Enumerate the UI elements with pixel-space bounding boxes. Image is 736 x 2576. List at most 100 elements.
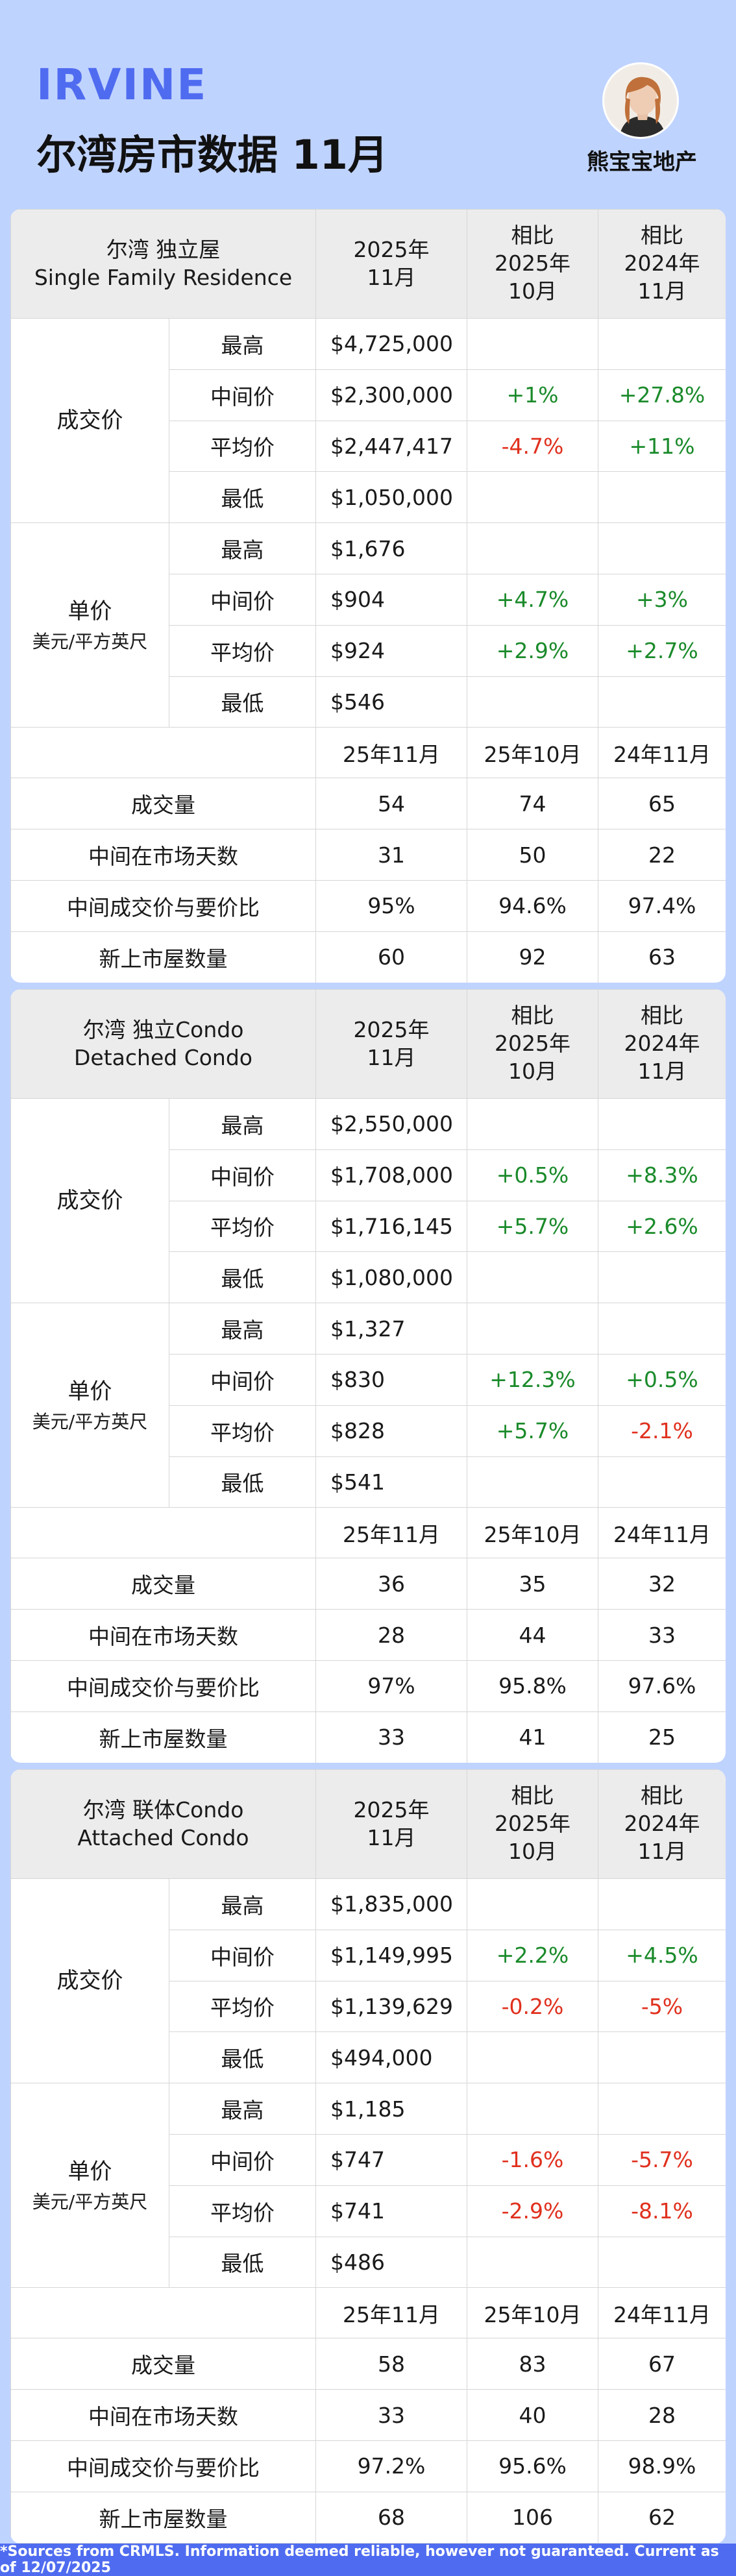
change-cell: +0.5% (467, 1149, 598, 1201)
col-header-current: 2025年 11月 (315, 1769, 467, 1879)
change-cell: +12.3% (467, 1353, 598, 1406)
stat-label: 中间在市场天数 (10, 829, 316, 881)
section-detached-condo: 尔湾 独立Condo Detached Condo 2025年 11月 相比 2025… (10, 989, 726, 1763)
group-label-price: 成交价 (10, 317, 169, 524)
table-row: 中间成交价与要价比 97% 95.8% 97.6% (10, 1660, 726, 1712)
row-label: 平均价 (169, 1405, 316, 1457)
table-row: 平均价 $741 -2.9% -8.1% (11, 2185, 726, 2237)
value-cell: $747 (315, 2133, 467, 2186)
table-row: 平均价 $1,139,629 -0.2% -5% (11, 1980, 726, 2033)
table-row: 中间价 $830 +12.3% +0.5% (11, 1353, 726, 1406)
row-label: 中间价 (169, 1149, 316, 1201)
change-cell: +2.9% (467, 624, 598, 677)
section-title: 尔湾 联体Condo Attached Condo (10, 1769, 316, 1879)
stat-label: 中间成交价与要价比 (10, 879, 316, 932)
change-cell: +2.2% (467, 1929, 598, 1981)
change-cell: +4.5% (598, 1929, 726, 1981)
footer-disclaimer: *Sources from CRMLS. Information deemed … (0, 2544, 736, 2576)
table-row: 中间成交价与要价比 97.2% 95.6% 98.9% (10, 2440, 726, 2492)
table-row: 单价 美元/平方英尺 最高 $1,185 (10, 2083, 726, 2288)
agent-avatar (602, 62, 679, 139)
table-row: 中间成交价与要价比 95% 94.6% 97.4% (10, 879, 726, 932)
stats-header-row: 25年11月 25年10月 24年11月 (10, 2287, 726, 2339)
table-row: 单价 美元/平方英尺 最高 $1,327 (10, 1303, 726, 1508)
table-row: 新上市屋数量 68 106 62 (10, 2491, 726, 2544)
value-cell: $1,327 (315, 1303, 467, 1355)
change-cell: -2.9% (467, 2185, 598, 2237)
value-cell: $2,447,417 (315, 420, 467, 472)
row-label: 最低 (169, 2031, 316, 2084)
row-label: 中间价 (169, 2133, 316, 2186)
change-cell: +4.7% (467, 573, 598, 626)
table-row: 最低 $541 (11, 1456, 726, 1508)
stats-col-header: 24年11月 (598, 1507, 726, 1559)
value-cell: $2,300,000 (315, 369, 467, 421)
col-header-yoy: 相比 2024年 11月 (598, 209, 726, 319)
stat-label: 中间在市场天数 (10, 1609, 316, 1661)
row-label: 最低 (169, 2236, 316, 2288)
row-label: 最高 (169, 318, 316, 370)
col-header-current: 2025年 11月 (315, 989, 467, 1099)
row-label: 中间价 (169, 1353, 316, 1406)
stat-label: 中间成交价与要价比 (10, 1660, 316, 1712)
brand-name: 熊宝宝地产 (587, 149, 697, 175)
stat-label: 新上市屋数量 (10, 1711, 316, 1763)
row-label: 最高 (169, 1098, 316, 1150)
value-cell: $1,835,000 (315, 1878, 467, 1930)
section-title: 尔湾 独立屋 Single Family Residence (10, 209, 316, 319)
row-label: 中间价 (169, 573, 316, 626)
stats-col-header: 25年10月 (467, 2287, 598, 2339)
change-cell: +5.7% (467, 1405, 598, 1457)
table-row: 最低 $1,080,000 (11, 1251, 726, 1304)
table-row: 最低 $494,000 (11, 2031, 726, 2084)
table-row: 最低 $1,050,000 (11, 471, 726, 524)
row-label: 最高 (169, 2083, 316, 2135)
table-row: 中间价 $747 -1.6% -5.7% (11, 2133, 726, 2186)
value-cell: $1,676 (315, 522, 467, 574)
table-row: 中间在市场天数 31 50 22 (10, 829, 726, 881)
table-row: 最低 $486 (11, 2236, 726, 2288)
row-label: 最低 (169, 676, 316, 728)
value-cell: $494,000 (315, 2031, 467, 2084)
change-cell: +27.8% (598, 369, 726, 421)
table-row: 成交量 58 83 67 (10, 2338, 726, 2390)
change-cell: -5% (598, 1980, 726, 2033)
table-row: 中间价 $2,300,000 +1% +27.8% (11, 369, 726, 421)
change-cell: +5.7% (467, 1200, 598, 1253)
value-cell: $1,185 (315, 2083, 467, 2135)
stat-label: 新上市屋数量 (10, 931, 316, 983)
stats-header-row: 25年11月 25年10月 24年11月 (10, 727, 726, 779)
data-table: 尔湾 独立屋 Single Family Residence 2025年 11月 相… (10, 209, 726, 983)
group-label-unit: 单价 美元/平方英尺 (10, 522, 169, 728)
stat-label: 成交量 (10, 778, 316, 830)
value-cell: $741 (315, 2185, 467, 2237)
group-label-unit: 单价 美元/平方英尺 (10, 2083, 169, 2288)
city-name: IRVINE (36, 60, 208, 110)
stat-label: 中间在市场天数 (10, 2389, 316, 2441)
table-row: 成交量 54 74 65 (10, 778, 726, 830)
table-row: 中间价 $1,149,995 +2.2% +4.5% (11, 1929, 726, 1981)
group-label-unit: 单价 美元/平方英尺 (10, 1303, 169, 1508)
change-cell: +2.7% (598, 624, 726, 677)
table-row: 最低 $546 (11, 676, 726, 728)
row-label: 平均价 (169, 2185, 316, 2237)
data-table: 尔湾 联体Condo Attached Condo 2025年 11月 相比 2025… (10, 1769, 726, 2544)
table-row: 成交量 36 35 32 (10, 1558, 726, 1610)
stats-col-header: 25年11月 (315, 727, 467, 779)
table-row: 中间在市场天数 33 40 28 (10, 2389, 726, 2441)
row-label: 平均价 (169, 420, 316, 472)
table-row: 平均价 $2,447,417 -4.7% +11% (11, 420, 726, 472)
change-cell: -2.1% (598, 1405, 726, 1457)
row-label: 最高 (169, 522, 316, 574)
value-cell: $1,050,000 (315, 471, 467, 524)
row-label: 最高 (169, 1878, 316, 1930)
stat-label: 新上市屋数量 (10, 2491, 316, 2544)
col-header-yoy: 相比 2024年 11月 (598, 989, 726, 1099)
change-cell: +8.3% (598, 1149, 726, 1201)
row-label: 平均价 (169, 1200, 316, 1253)
table-row: 中间在市场天数 28 44 33 (10, 1609, 726, 1661)
section-title: 尔湾 独立Condo Detached Condo (10, 989, 316, 1099)
col-header-yoy: 相比 2024年 11月 (598, 1769, 726, 1879)
table-row: 成交价 最高 $4,725,000 (10, 317, 726, 524)
table-row: 成交价 最高 $2,550,000 (10, 1098, 726, 1304)
